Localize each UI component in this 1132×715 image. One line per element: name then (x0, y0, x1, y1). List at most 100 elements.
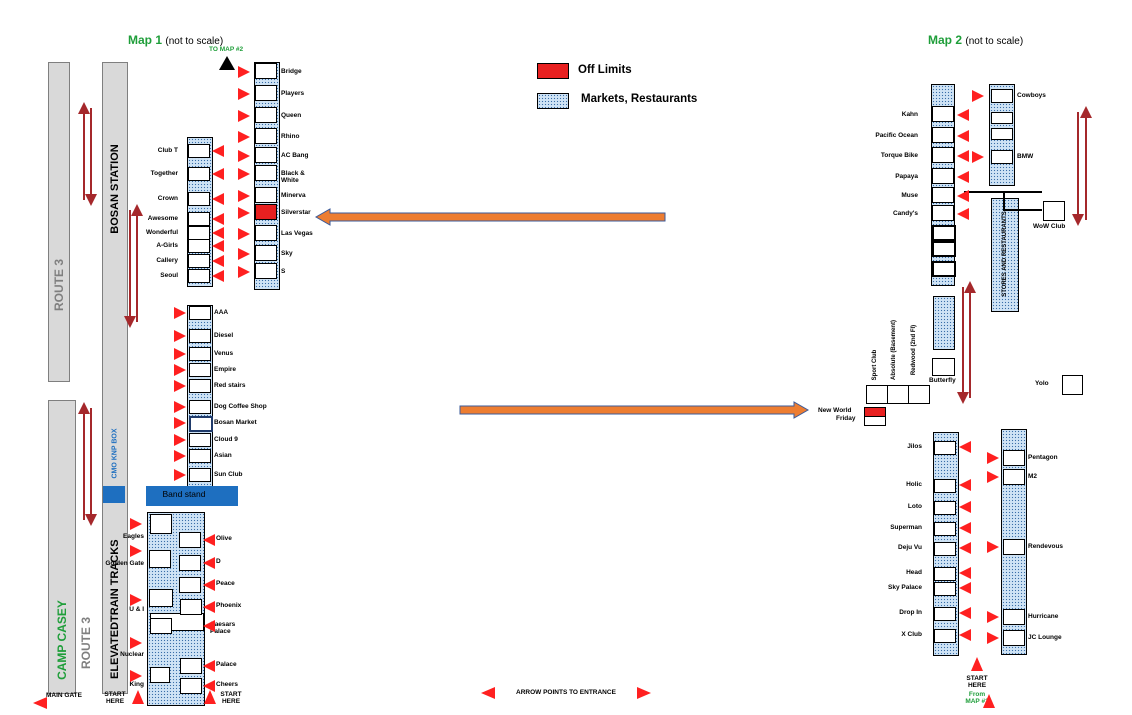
map1-title: Map 1 (not to scale) (128, 33, 223, 47)
map1-middle-label: Diesel (214, 332, 234, 339)
markets-swatch (537, 93, 569, 109)
off-limits-label: Off Limits (578, 64, 632, 76)
map2-lower-right-box (1003, 630, 1025, 646)
map2-upper-left-box (932, 127, 954, 143)
map1-left-label: Club T (157, 147, 178, 154)
map2-lower-left-label: Jilos (907, 443, 922, 450)
map1-left-box (188, 144, 210, 158)
map1-right-box (255, 63, 277, 79)
map1-middle-label: Venus (214, 350, 234, 357)
map1-right-label: Minerva (281, 192, 306, 199)
entrance-arrow (987, 452, 999, 464)
main-gate-label: MAIN GATE (46, 692, 82, 699)
map1-left-label: Seoul (160, 272, 178, 279)
map1-left-label: Awesome (147, 215, 178, 222)
route3-bottom-road: CAMP CASEY ROUTE 3 (48, 400, 93, 694)
redwood-box (908, 385, 930, 404)
map1-right-label: Sky (281, 250, 293, 257)
map1-middle-box (189, 468, 211, 482)
entrance-arrow (959, 441, 971, 453)
route3-top-road: ROUTE 3 (48, 62, 70, 382)
map1-right-label: Black & White (281, 170, 305, 184)
entrance-arrow (203, 620, 215, 632)
off-limits-swatch (537, 63, 569, 79)
footer-arrows (33, 657, 995, 709)
markets-label: Markets, Restaurants (581, 93, 698, 105)
map1-bottom-left-box (149, 550, 171, 568)
map2-lower-right-box (1003, 450, 1025, 466)
entrance-arrow (238, 248, 250, 260)
map1-middle-box (189, 433, 211, 447)
entrance-arrow (174, 364, 186, 376)
wow-club-label: WoW Club (1033, 223, 1066, 230)
entrance-arrow (238, 266, 250, 278)
yolo-box (1062, 375, 1083, 395)
entrance-arrow (130, 670, 142, 682)
map2-lower-left-box (934, 542, 956, 556)
map1-right-box (255, 187, 277, 203)
map2-upper-right-box (991, 89, 1013, 103)
entrance-arrow (174, 417, 186, 429)
map1-bottom-right-label: Cheers (216, 681, 239, 688)
entrance-arrow (972, 90, 984, 102)
friday-box (864, 416, 886, 426)
map1-bottom-right-box (180, 658, 202, 674)
map2-upper-left-label: Papaya (895, 173, 918, 180)
map2-lower-left-box (934, 501, 956, 515)
entrance-arrow (212, 168, 224, 180)
map1-right-box (255, 128, 277, 144)
up-triangle-icon (219, 56, 235, 70)
map2-lower-right-label: Pentagon (1028, 454, 1058, 461)
map2-upper-right-box (991, 150, 1013, 164)
map1-bottom-left-box (150, 514, 172, 534)
butterfly-box (932, 358, 955, 376)
map2-lower-left-label: Loto (907, 503, 922, 510)
entrance-arrow (174, 434, 186, 446)
entrance-arrow (238, 168, 250, 180)
entrance-arrow (987, 471, 999, 483)
entrance-arrow (212, 145, 224, 157)
map1-right-label: Bridge (281, 68, 302, 75)
map1-bottom-right-label: Phoenix (216, 602, 242, 609)
map1-note: (not to scale) (165, 36, 224, 47)
map2-block-box (932, 261, 956, 277)
map2-upper-left-label: Kahn (901, 111, 918, 118)
entrance-arrow (203, 579, 215, 591)
map1-middle-label: Cloud 9 (214, 436, 238, 443)
entrance-arrow (959, 567, 971, 579)
entrance-arrow (203, 680, 215, 692)
map1-middle-box (189, 449, 211, 463)
map2-upper-left-label: Torque Bike (880, 152, 918, 159)
map1-right-box (255, 225, 277, 241)
entrance-arrow (238, 110, 250, 122)
map1-title-text: Map 1 (128, 33, 163, 47)
entrance-arrow (959, 607, 971, 619)
map2-lower-right-box (1003, 539, 1025, 555)
map1-left-label: Callery (156, 257, 178, 264)
map2-lower-right-label: Rendevous (1028, 543, 1064, 550)
entrance-arrow (957, 171, 969, 183)
map2-upper-right-box (991, 112, 1013, 124)
map2-lower-left-box (934, 629, 956, 643)
yolo-label: Yolo (1035, 380, 1049, 387)
map1-middle-label: Sun Club (214, 471, 243, 478)
entrance-arrow (959, 501, 971, 513)
entrance-arrow (130, 637, 142, 649)
map2-middle-strip (933, 296, 955, 350)
map1-right-box (255, 107, 277, 123)
wow-club-box (1043, 201, 1065, 221)
map2-note: (not to scale) (965, 36, 1024, 47)
map1-left-box (188, 167, 210, 181)
cmo-knp-box (103, 486, 125, 503)
entrance-arrow (212, 240, 224, 252)
map2-start-here-label: START HERE (966, 675, 988, 689)
map1-middle-box (189, 329, 211, 343)
friday-label: Friday (836, 415, 856, 422)
map1-middle-box (189, 379, 211, 393)
map1-left-label: Crown (157, 195, 178, 202)
entrance-arrow (238, 131, 250, 143)
map2-upper-left-box (932, 106, 954, 122)
entrance-arrow (174, 450, 186, 462)
map1-right-label: S (281, 268, 286, 275)
band-stand: Band stand (146, 486, 238, 506)
